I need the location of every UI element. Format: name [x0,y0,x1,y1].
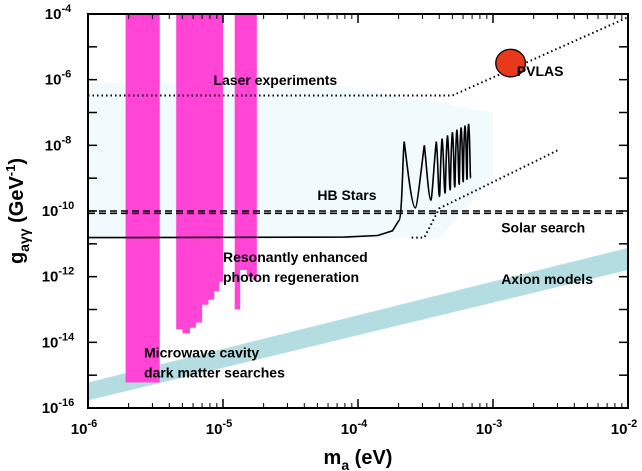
annotation-dark-matter-searches: dark matter searches [144,364,285,380]
curves-layer [88,16,628,239]
ticks-layer: 10-6 10-5 10-4 10-3 10-2 10-16 10-14 10-12 10-10… [42,3,638,438]
regions-layer [88,14,628,401]
y-tick-label: 10-10 [42,200,75,220]
axion-models-band [88,247,628,401]
x-tick-label: 10-3 [476,418,502,438]
microwave-cavity-bar-2 [176,14,223,334]
y-tick-label: 10-14 [42,331,75,351]
annotation-solar-search: Solar search [501,220,585,236]
y-tick-label: 10-8 [45,134,71,154]
y-tick-label: 10-6 [45,69,71,89]
x-tick-label: 10-2 [611,418,637,438]
x-tick-label: 10-6 [71,418,97,438]
annotation-pvlas: PVLAS [517,63,564,79]
y-axis-title: gaγγ (GeV-1) [3,158,32,264]
x-tick-label: 10-5 [206,418,232,438]
annotation-axion-models: Axion models [501,271,593,287]
annotation-laser-experiments: Laser experiments [213,72,337,88]
x-axis-title: ma (eV) [324,447,393,471]
y-tick-label: 10-12 [42,266,75,286]
axis-titles-layer: ma (eV) gaγγ (GeV-1) [3,158,392,471]
resonant-regeneration-curve [88,123,472,239]
y-tick-label: 10-4 [45,3,72,23]
y-tick-label: 10-16 [42,397,75,417]
pvlas-marker [495,48,527,78]
annotation-resonantly-enhanced: Resonantly enhanced [223,249,368,265]
x-tick-label: 10-4 [341,418,368,438]
annotation-photon-regeneration: photon regeneration [223,269,359,285]
annotations-layer: Laser experiments PVLAS HB Stars Solar sear… [144,63,593,381]
microwave-cavity-bar-1 [125,14,160,383]
microwave-cavity-bar-3 [234,14,257,310]
annotation-microwave-cavity: Microwave cavity [144,344,259,360]
annotation-hb-stars: HB Stars [317,187,376,203]
